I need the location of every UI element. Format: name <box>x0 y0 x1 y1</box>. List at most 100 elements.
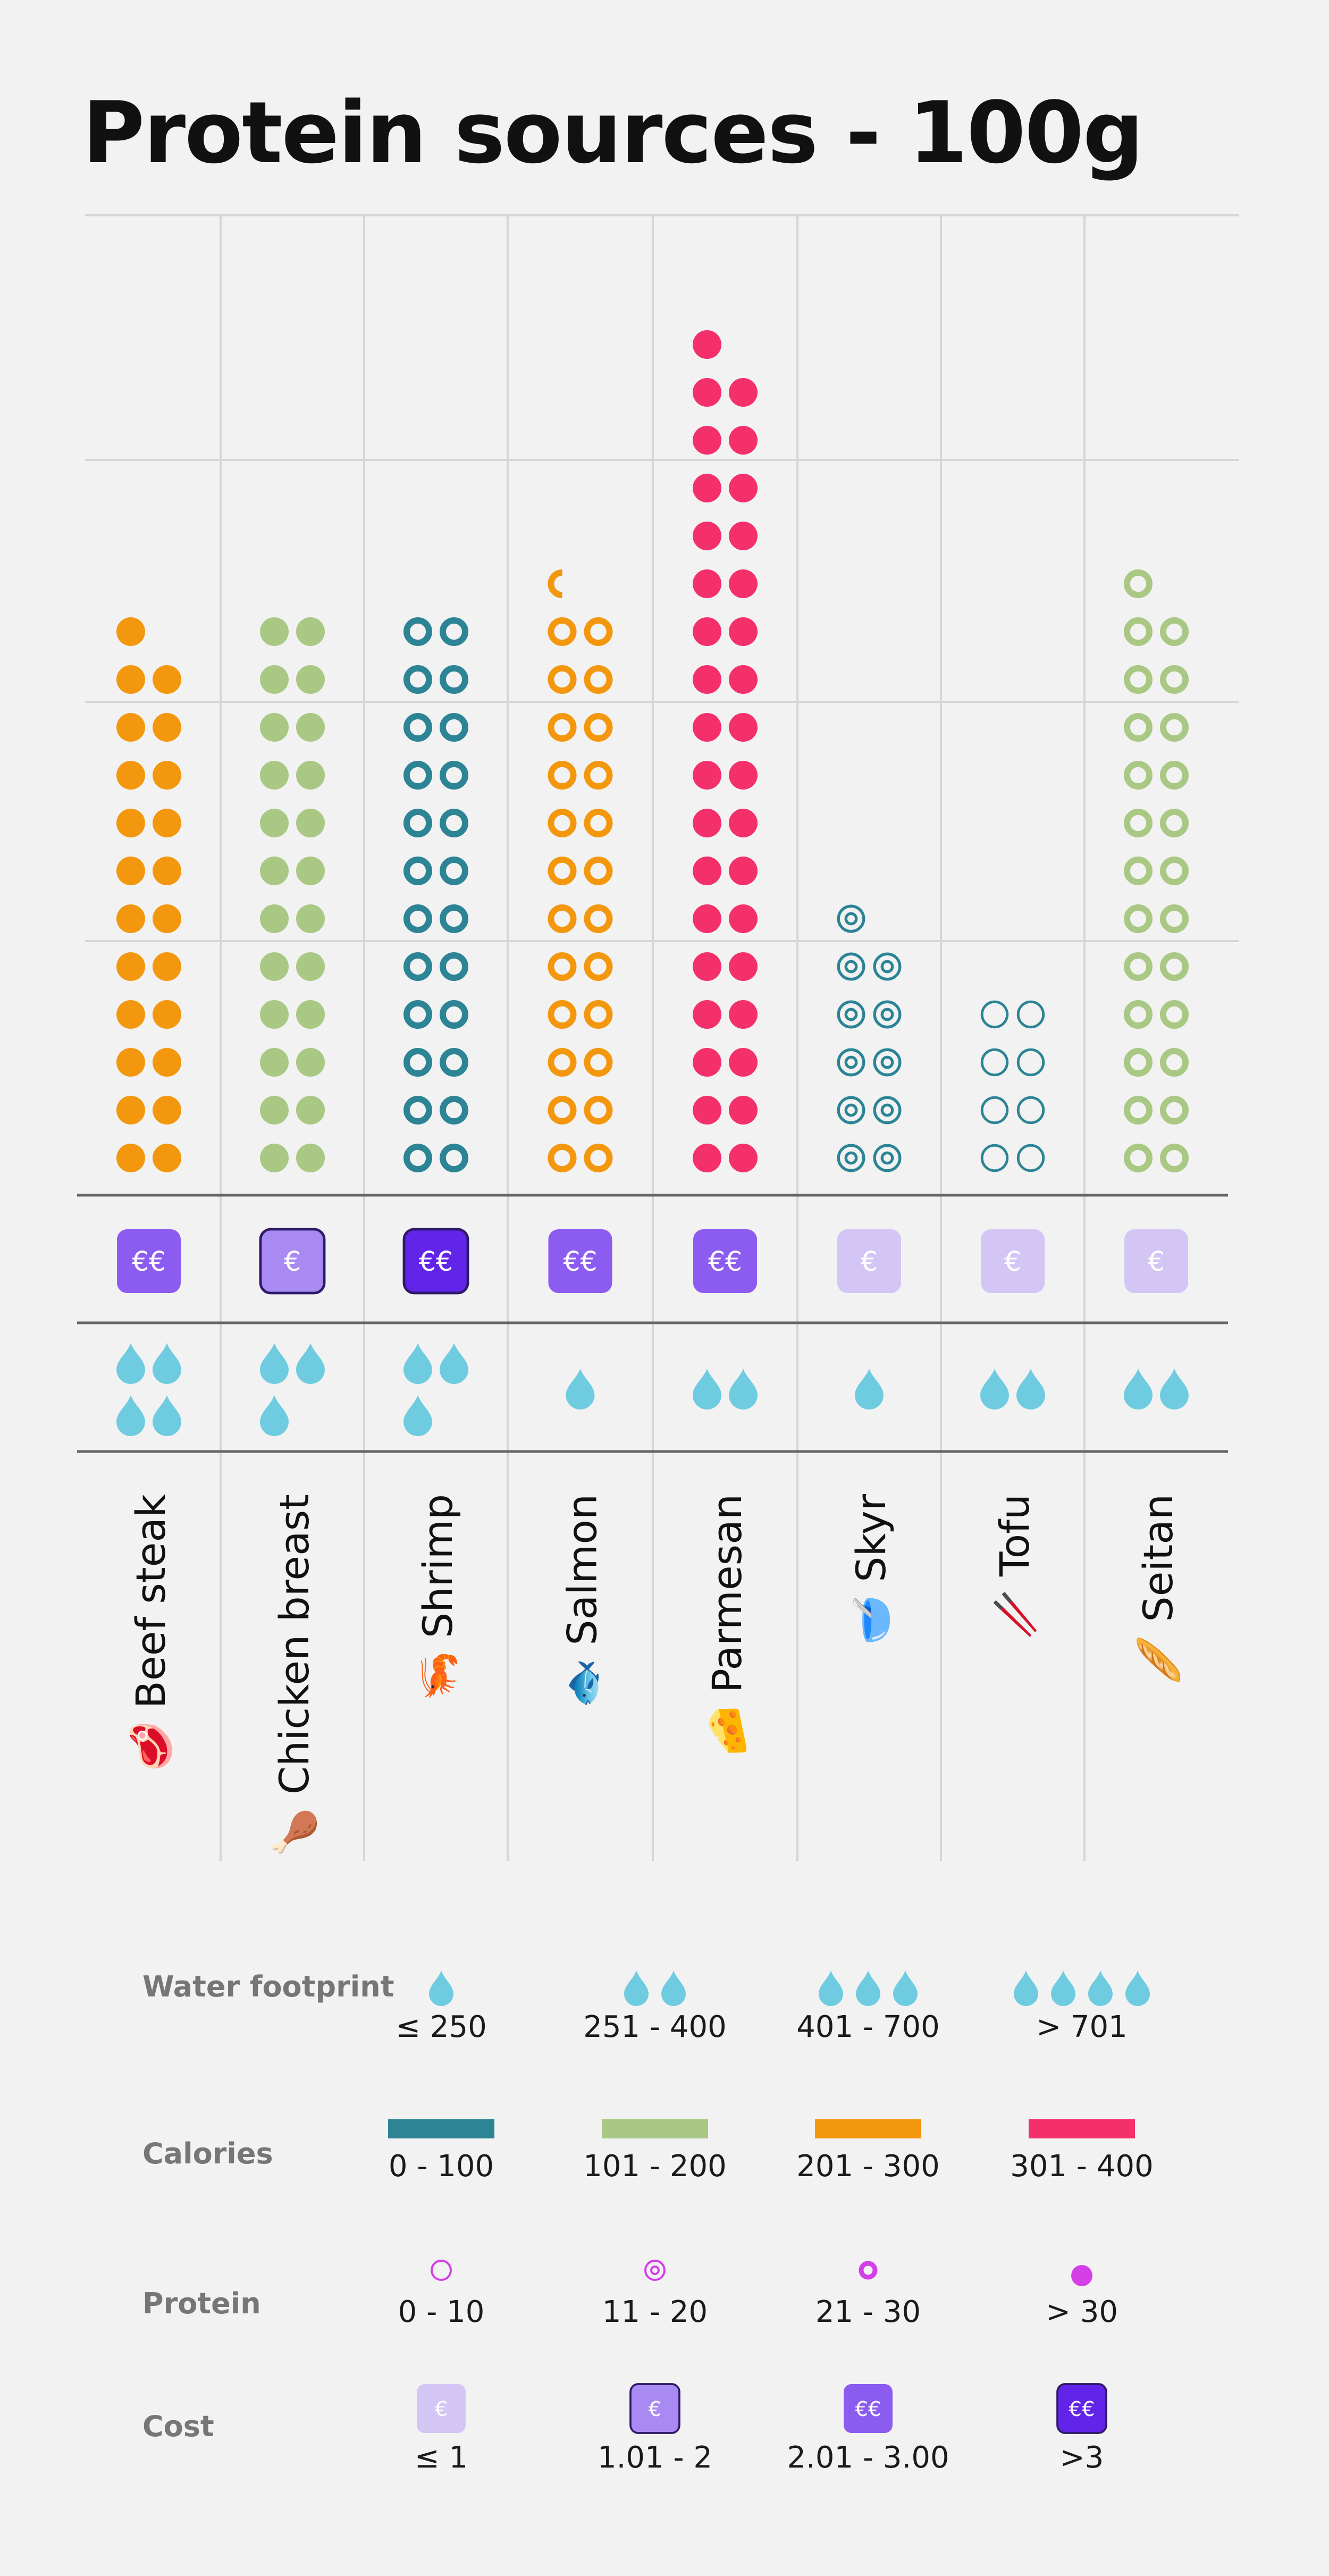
chicken-breast-protein-dot <box>296 809 325 837</box>
chicken-breast-protein-dot <box>260 1144 289 1172</box>
protein-dot-solid <box>729 426 758 455</box>
protein-dot-inner <box>844 1008 858 1021</box>
salmon-protein-dot <box>548 904 577 933</box>
cost-chip-bg <box>981 1229 1045 1293</box>
salmon-protein-dot <box>548 665 577 694</box>
beef-steak-protein-dot <box>153 904 181 933</box>
protein-dot-ring <box>1016 1144 1045 1172</box>
seitan-protein-dot <box>1159 952 1189 981</box>
protein-dot-thick-ring <box>548 1143 577 1172</box>
cost-chip-bg <box>402 1228 469 1295</box>
salmon-label: 🐟 Salmon <box>559 1494 606 1708</box>
parmesan-protein-dot <box>729 904 758 933</box>
protein-dot-thick-ring <box>403 760 433 790</box>
protein-dot-thick-ring <box>584 760 613 790</box>
parmesan-protein-dot <box>693 378 721 407</box>
beef-steak-protein-dot <box>153 809 181 837</box>
protein-dot-solid <box>296 1144 325 1172</box>
seitan-emoji-icon: 🥖 <box>1134 1622 1182 1685</box>
parmesan-protein-dot <box>693 426 721 455</box>
protein-dot-ring <box>980 1048 1009 1077</box>
legend-cost-chip: €€ <box>1056 2383 1107 2434</box>
protein-dot-thick-ring <box>1123 904 1153 933</box>
protein-dot-thick-ring <box>440 808 469 837</box>
shrimp-protein-dot <box>440 808 469 837</box>
shrimp-protein-dot <box>440 1143 469 1172</box>
protein-dot-thick-ring <box>440 1000 469 1029</box>
protein-dot-solid <box>260 1144 289 1172</box>
skyr-protein-dot <box>837 1096 865 1125</box>
parmesan-protein-dot <box>729 857 758 885</box>
shrimp-protein-dot <box>403 712 433 742</box>
protein-dot-thick-ring <box>1123 856 1153 885</box>
protein-dot-ring <box>980 1144 1009 1172</box>
protein-dot-outer <box>873 952 902 981</box>
parmesan-protein-dot <box>729 522 758 550</box>
protein-dot-solid <box>260 857 289 885</box>
seitan-protein-dot <box>1159 1000 1189 1029</box>
legend-water-icons <box>429 1970 453 2006</box>
protein-dot-thick-ring <box>403 952 433 981</box>
parmesan-emoji-icon: 🧀 <box>703 1693 751 1756</box>
legend-protein-label: > 30 <box>1046 2295 1118 2329</box>
protein-dot-solid <box>153 1000 181 1029</box>
chicken-breast-protein-dot <box>296 1048 325 1077</box>
shrimp-protein-dot <box>440 712 469 742</box>
beef-steak-protein-dot <box>153 761 181 790</box>
parmesan-protein-dot <box>729 761 758 790</box>
parmesan-protein-dot <box>693 809 721 837</box>
protein-dot-solid <box>296 1096 325 1125</box>
beef-steak-cost-chip: €€ <box>117 1229 181 1293</box>
beef-steak-protein-dot <box>153 713 181 742</box>
protein-dot-solid <box>260 761 289 790</box>
seitan-protein-dot <box>1123 665 1153 694</box>
protein-dot-outer <box>873 1000 902 1029</box>
protein-dot-thick-ring <box>548 856 577 885</box>
protein-dot-solid <box>729 617 758 646</box>
protein-dot-solid <box>296 617 325 646</box>
parmesan-protein-dot <box>693 1000 721 1029</box>
protein-dot-thick-ring <box>548 760 577 790</box>
legend-cost-icon: €€ <box>1056 2383 1107 2434</box>
shrimp-protein-dot <box>440 617 469 646</box>
chicken-breast-protein-dot <box>260 809 289 837</box>
protein-dot-solid <box>296 904 325 933</box>
protein-dot-solid <box>729 1000 758 1029</box>
protein-dot-solid <box>693 952 721 981</box>
protein-dot-thick-ring <box>1123 760 1153 790</box>
protein-dot-inner <box>880 960 894 974</box>
protein-dot-thick-ring <box>1123 1047 1153 1077</box>
salmon-protein-dot <box>584 1095 613 1125</box>
tofu-label: 🥢 Tofu <box>991 1494 1038 1640</box>
protein-dot-solid <box>729 665 758 694</box>
protein-dot-thick-ring <box>403 617 433 646</box>
shrimp-protein-dot <box>403 904 433 933</box>
legend-water-label: > 701 <box>1036 2010 1128 2044</box>
protein-dot-solid <box>729 378 758 407</box>
tofu-protein-dot <box>980 1048 1009 1077</box>
protein-dot-solid <box>153 1144 181 1172</box>
chicken-breast-protein-dot <box>296 665 325 694</box>
protein-dot-thick-ring <box>1123 665 1153 694</box>
seitan-water-drop-icon <box>1160 1369 1189 1409</box>
protein-dot-solid <box>729 522 758 550</box>
chicken-breast-protein-dot <box>260 952 289 981</box>
shrimp-protein-dot <box>440 904 469 933</box>
protein-dot-thick-ring <box>440 952 469 981</box>
protein-dot-solid <box>116 857 145 885</box>
shrimp-protein-dot <box>440 856 469 885</box>
protein-dot-solid <box>296 809 325 837</box>
beef-steak-protein-dot <box>116 1048 145 1077</box>
cost-chip-bg <box>844 2384 893 2433</box>
protein-dot-inner <box>844 1055 858 1069</box>
cost-chip-bg <box>417 2384 466 2433</box>
protein-dot-thick-ring <box>548 665 577 694</box>
legend-heading-protein: Protein <box>142 2287 261 2320</box>
protein-dot-solid <box>693 617 721 646</box>
salmon-protein-dot <box>584 665 613 694</box>
cost-chip-bg <box>117 1229 181 1293</box>
tofu-cost-chip: € <box>981 1229 1045 1293</box>
legend-protein-label: 0 - 10 <box>398 2295 485 2329</box>
protein-dot-thick-ring <box>1159 1000 1189 1029</box>
protein-dot-thick-ring <box>1123 808 1153 837</box>
